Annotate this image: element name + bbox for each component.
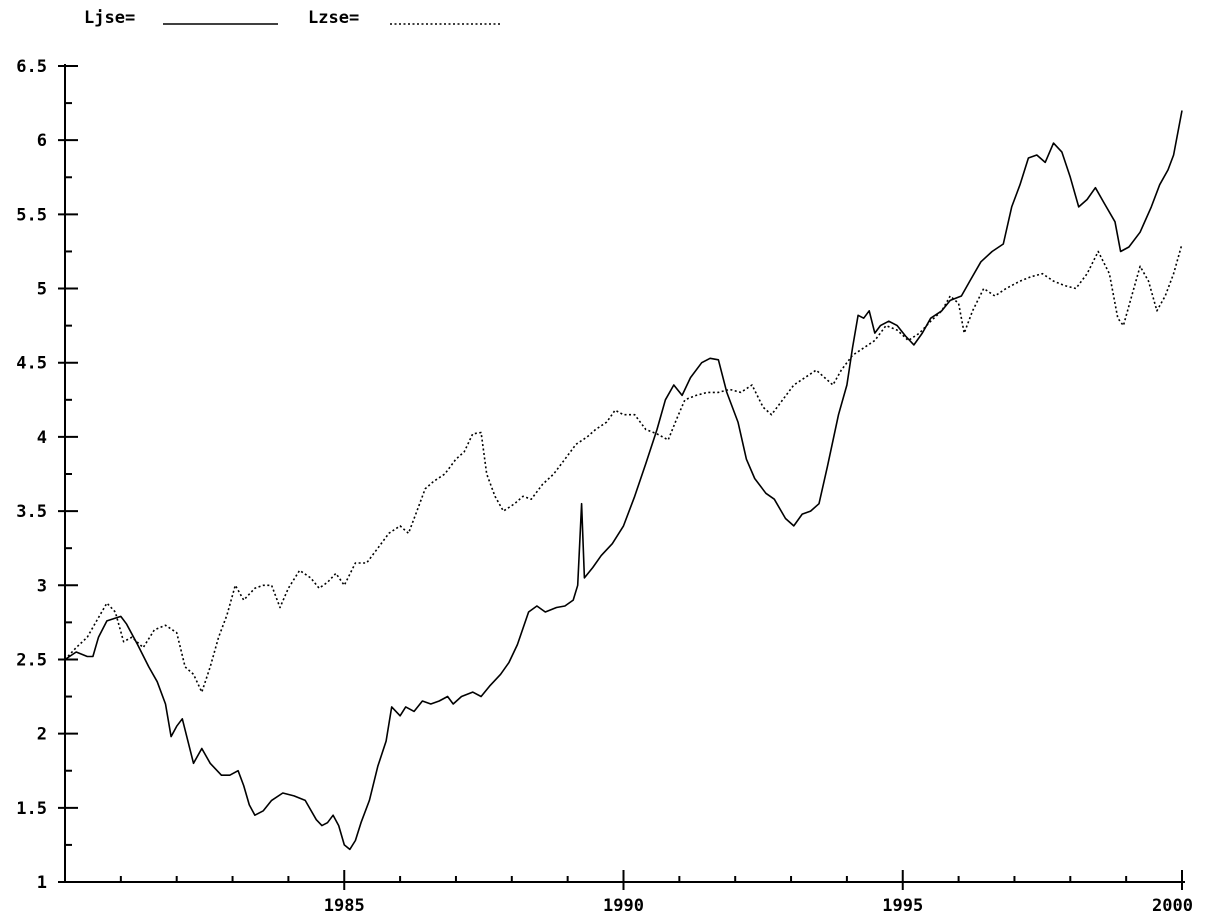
- x-tick-label: 2000: [1152, 896, 1193, 914]
- x-tick-label: 1990: [603, 896, 644, 914]
- series-line-lzse: [64, 243, 1183, 693]
- x-tick-label: 1995: [882, 896, 923, 914]
- series-line-ljse: [64, 110, 1183, 851]
- x-tick-label: 1985: [324, 896, 365, 914]
- y-tick-label: 6: [37, 131, 47, 151]
- y-axis-ticks: 1 1.5 2 2.5 3 3.5 4 4.5 5 5.5 6 6.5: [16, 57, 78, 893]
- y-tick-label: 2.5: [16, 650, 47, 670]
- y-tick-label: 1.5: [16, 799, 47, 819]
- legend: Ljse= Lzse=: [84, 8, 500, 28]
- y-tick-label: 6.5: [16, 57, 47, 77]
- y-tick-label: 3: [37, 576, 47, 596]
- x-axis-ticks: 1985 1990 1995 2000: [64, 870, 1193, 914]
- y-tick-label: 1: [37, 873, 47, 893]
- y-tick-label: 5.5: [16, 205, 47, 225]
- y-tick-label: 2: [37, 725, 47, 745]
- legend-label-ljse: Ljse=: [84, 8, 135, 28]
- series-layer: [64, 110, 1183, 851]
- chart-axes: [64, 64, 1185, 883]
- y-tick-label: 3.5: [16, 502, 47, 522]
- y-tick-label: 4: [37, 428, 47, 448]
- legend-label-lzse: Lzse=: [308, 8, 359, 28]
- y-tick-label: 5: [37, 280, 47, 300]
- y-tick-label: 4.5: [16, 354, 47, 374]
